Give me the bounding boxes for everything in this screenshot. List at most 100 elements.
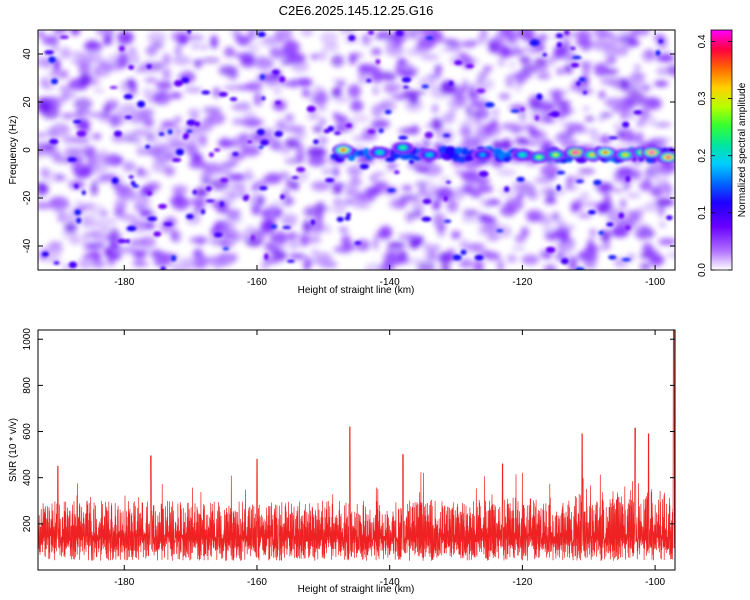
noise-spot: [126, 225, 137, 232]
noise-blob: [49, 196, 69, 207]
noise-blob: [190, 255, 210, 262]
noise-blob: [401, 127, 421, 135]
noise-spot: [213, 148, 221, 152]
noise-spot: [395, 30, 404, 37]
noise-spot: [345, 123, 353, 128]
noise-blob: [249, 230, 259, 236]
noise-blob: [134, 68, 143, 73]
noise-blob: [265, 80, 277, 88]
noise-spot: [556, 184, 561, 191]
noise-blob: [59, 201, 66, 207]
noise-spot: [242, 195, 249, 202]
x-tick-label: -140: [380, 577, 400, 588]
noise-blob: [54, 174, 66, 181]
noise-spot: [542, 52, 548, 57]
noise-spot: [666, 215, 673, 221]
noise-blob: [463, 160, 483, 168]
noise-blob: [629, 30, 640, 38]
noise-blob: [218, 65, 238, 76]
noise-spot: [186, 129, 193, 133]
noise-spot: [556, 41, 563, 48]
noise-blob: [314, 209, 324, 223]
noise-spot: [72, 119, 82, 124]
noise-blob: [461, 216, 476, 223]
noise-blob: [321, 167, 333, 176]
noise-spot: [124, 115, 133, 120]
noise-spot: [182, 134, 189, 140]
noise-blob: [634, 64, 641, 72]
noise-blob: [87, 218, 103, 229]
noise-spot: [76, 217, 82, 224]
noise-spot: [394, 170, 400, 175]
noise-blob: [579, 248, 598, 262]
noise-blob: [38, 142, 48, 155]
noise-blob: [161, 133, 180, 141]
noise-blob: [515, 72, 526, 85]
noise-blob: [41, 106, 60, 120]
noise-blob: [630, 211, 638, 223]
spectrogram-signal-band: [330, 141, 675, 164]
signal-peak: [649, 151, 655, 154]
noise-spot: [348, 34, 356, 42]
noise-blob: [62, 135, 75, 144]
noise-blob: [475, 76, 484, 84]
noise-blob: [387, 198, 400, 209]
noise-blob: [482, 65, 490, 78]
noise-blob: [619, 108, 630, 120]
noise-blob: [294, 130, 307, 141]
noise-blob: [171, 262, 190, 270]
noise-blob: [580, 191, 590, 201]
noise-blob: [153, 91, 171, 105]
noise-blob: [403, 195, 410, 202]
noise-blob: [467, 243, 486, 250]
noise-spot: [465, 64, 474, 69]
y-tick-label: -20: [22, 190, 33, 205]
noise-blob: [505, 74, 514, 88]
noise-blob: [491, 140, 503, 151]
noise-blob: [512, 179, 531, 193]
noise-spot: [354, 241, 362, 245]
noise-blob: [409, 92, 419, 105]
noise-blob: [240, 58, 257, 68]
noise-spot: [444, 219, 452, 223]
noise-blob: [371, 103, 383, 118]
noise-blob: [432, 104, 438, 114]
noise-blob: [230, 252, 238, 263]
noise-blob: [506, 254, 518, 263]
noise-blob: [492, 107, 499, 118]
noise-blob: [70, 30, 80, 36]
noise-spot: [128, 64, 135, 70]
noise-blob: [440, 264, 451, 270]
noise-spot: [59, 35, 69, 39]
noise-blob: [658, 204, 665, 218]
noise-blob: [212, 87, 221, 98]
noise-blob: [451, 230, 461, 240]
noise-blob: [461, 79, 469, 93]
noise-blob: [155, 81, 173, 90]
noise-spot: [117, 238, 127, 244]
noise-blob: [582, 106, 590, 111]
noise-blob: [313, 125, 323, 133]
noise-blob: [463, 181, 476, 187]
noise-spot: [536, 93, 543, 100]
noise-blob: [656, 66, 668, 76]
noise-blob: [264, 241, 275, 252]
noise-blob: [318, 136, 328, 145]
noise-blob: [385, 248, 395, 256]
noise-blob: [199, 133, 207, 147]
noise-blob: [456, 93, 466, 100]
signal-peak: [536, 155, 542, 159]
noise-blob: [88, 112, 105, 118]
noise-spot: [344, 216, 351, 221]
noise-blob: [558, 243, 567, 257]
noise-blob: [93, 88, 105, 93]
noise-spot: [74, 183, 79, 189]
noise-blob: [173, 142, 186, 151]
noise-blob: [475, 184, 494, 193]
noise-blob: [541, 115, 551, 121]
signal-cell: [455, 147, 463, 154]
noise-blob: [136, 146, 147, 156]
noise-blob: [95, 30, 115, 37]
noise-blob: [170, 92, 183, 99]
noise-spot: [408, 159, 415, 165]
